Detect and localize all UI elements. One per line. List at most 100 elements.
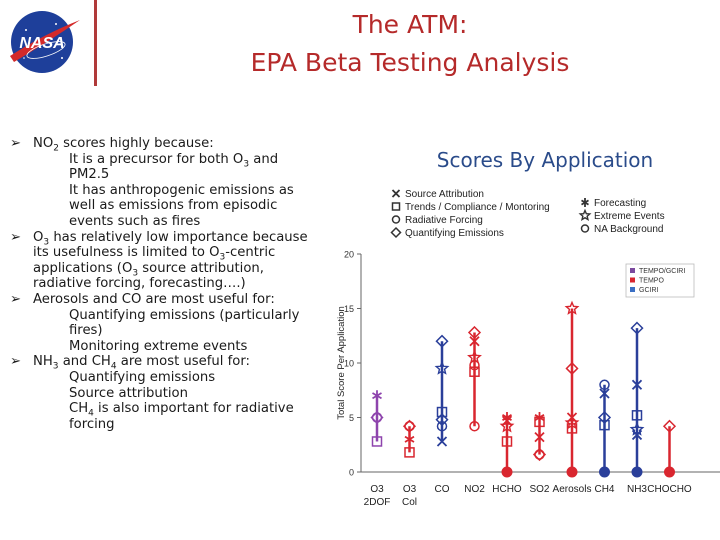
bullet-text: NH3 and CH4 are most useful for: xyxy=(33,354,250,372)
data-point-diamond xyxy=(597,410,612,425)
data-point-diamond xyxy=(662,419,677,433)
data-point-asterisk xyxy=(372,390,382,402)
bullet-item: ➢ Aerosols and CO are most useful for: Q… xyxy=(10,292,322,354)
sub-item-text: CH4 is also important for radiative forc… xyxy=(69,401,294,432)
title-line-2: EPA Beta Testing Analysis xyxy=(250,48,570,77)
x-category-label: Aerosols xyxy=(553,484,592,495)
logo-text: NASA xyxy=(19,35,64,52)
data-point-circle xyxy=(469,420,480,432)
color-legend-box xyxy=(625,263,695,298)
data-point-circle xyxy=(566,466,578,478)
sub-item-text: Source attribution xyxy=(69,385,188,401)
bullet-list: ➢ NO2 scores highly because: It is a pre… xyxy=(10,136,322,432)
data-point-star xyxy=(629,421,645,436)
x-category-label: HCHO xyxy=(492,484,522,495)
y-axis-label: Total Score Per Application xyxy=(336,306,347,420)
data-point-square xyxy=(599,419,610,431)
data-point-circle xyxy=(599,379,610,391)
x-category-label: SO2 xyxy=(529,484,549,495)
header-divider xyxy=(94,0,97,86)
data-point-circle xyxy=(501,466,513,478)
bullet-item: ➢ NH3 and CH4 are most useful for: Quant… xyxy=(10,354,322,432)
x-category-label: NH3 xyxy=(627,484,647,495)
legend-marker-circle xyxy=(580,224,590,233)
data-point-diamond xyxy=(467,325,482,340)
data-point-square xyxy=(566,423,578,434)
data-point-diamond xyxy=(630,321,644,335)
x-category-label: NO2 xyxy=(464,484,485,495)
color-legend-label: GCIRI xyxy=(639,287,659,294)
data-point-circle xyxy=(599,466,610,478)
data-point-asterisk xyxy=(404,433,415,445)
legend-label: NA Background xyxy=(594,224,664,235)
x-category-label: CHOCHO xyxy=(647,484,692,495)
legend-label: Trends / Compliance / Montoring xyxy=(405,202,550,213)
data-point-x xyxy=(534,431,545,443)
sub-item-text: Quantifying emissions xyxy=(69,369,216,385)
y-tick-label: 20 xyxy=(344,250,354,260)
data-point-x xyxy=(436,436,448,447)
page-title: The ATM: EPA Beta Testing Analysis xyxy=(130,6,690,82)
y-tick-label: 15 xyxy=(344,304,354,314)
legend-marker-diamond xyxy=(390,226,402,239)
bullet-item: ➢ O3 has relatively low importance becau… xyxy=(10,230,322,292)
x-category-label: O3 xyxy=(370,484,384,495)
scores-chart: 0 5 10 15 20 Total Score Per Application O3 2DO… xyxy=(336,189,720,508)
data-point-star xyxy=(564,300,580,315)
color-legend-label: TEMPO xyxy=(639,278,664,285)
data-point-diamond xyxy=(532,447,547,462)
sub-item: It is a precursor for both O3 and PM2.5 xyxy=(33,152,322,183)
x-category-label: CH4 xyxy=(594,484,614,495)
bullet-text: NO2 scores highly because: xyxy=(33,136,214,154)
color-legend-swatch xyxy=(630,277,635,283)
data-point-diamond xyxy=(565,361,579,376)
data-point-x xyxy=(631,429,643,441)
sub-item: It has anthropogenic emissions as well a… xyxy=(33,183,322,230)
data-point-square xyxy=(631,410,643,421)
x-category-label: CO xyxy=(435,484,450,495)
legend-marker-x xyxy=(391,189,401,198)
sub-item: Quantifying emissions (particularly fire… xyxy=(33,308,322,339)
sub-item-text: It has anthropogenic emissions as well a… xyxy=(69,182,294,229)
data-point-square xyxy=(469,366,480,377)
legend-label: Extreme Events xyxy=(594,211,665,222)
data-point-star xyxy=(564,415,580,430)
data-point-diamond xyxy=(435,413,449,427)
bullet-item: ➢ NO2 scores highly because: It is a pre… xyxy=(10,136,322,230)
sub-item-text: Monitoring extreme events xyxy=(69,338,248,354)
x-category-sublabel: 2DOF xyxy=(364,497,391,508)
data-point-square xyxy=(501,436,513,447)
legend-label: Forecasting xyxy=(594,198,646,209)
data-point-square xyxy=(371,436,383,447)
sub-item: CH4 is also important for radiative forc… xyxy=(33,401,322,432)
data-point-square xyxy=(404,447,415,458)
legend-marker-square xyxy=(391,202,401,211)
data-point-diamond xyxy=(435,334,449,348)
sub-item: Quantifying emissions xyxy=(33,370,322,386)
title-line-1: The ATM: xyxy=(352,10,468,39)
y-tick-label: 10 xyxy=(344,359,354,369)
legend-label: Quantifying Emissions xyxy=(405,228,504,239)
legend-marker-asterisk xyxy=(581,198,589,207)
color-legend-label: TEMPO/GCIRI xyxy=(639,268,685,275)
arrow-bullet-icon: ➢ xyxy=(10,229,22,245)
sub-item-text: Quantifying emissions (particularly fire… xyxy=(69,307,300,339)
data-point-circle xyxy=(631,466,643,478)
data-point-circle xyxy=(436,420,448,432)
arrow-bullet-icon: ➢ xyxy=(10,291,22,307)
nasa-logo: NASA xyxy=(10,11,80,73)
y-tick-label: 5 xyxy=(349,413,354,423)
data-point-square xyxy=(534,416,545,428)
x-category-label: O3 xyxy=(403,484,417,495)
legend-marker-star xyxy=(578,208,592,222)
sub-item: Monitoring extreme events xyxy=(33,339,322,355)
arrow-bullet-icon: ➢ xyxy=(10,136,22,151)
data-point-x xyxy=(631,379,643,390)
data-point-star xyxy=(499,418,515,433)
data-point-circle xyxy=(664,466,675,478)
y-tick-label: 0 xyxy=(349,468,354,478)
legend-label: Radiative Forcing xyxy=(405,215,483,226)
data-point-circle xyxy=(469,359,480,371)
color-legend-swatch xyxy=(630,287,635,292)
legend-marker-circle xyxy=(391,215,401,224)
